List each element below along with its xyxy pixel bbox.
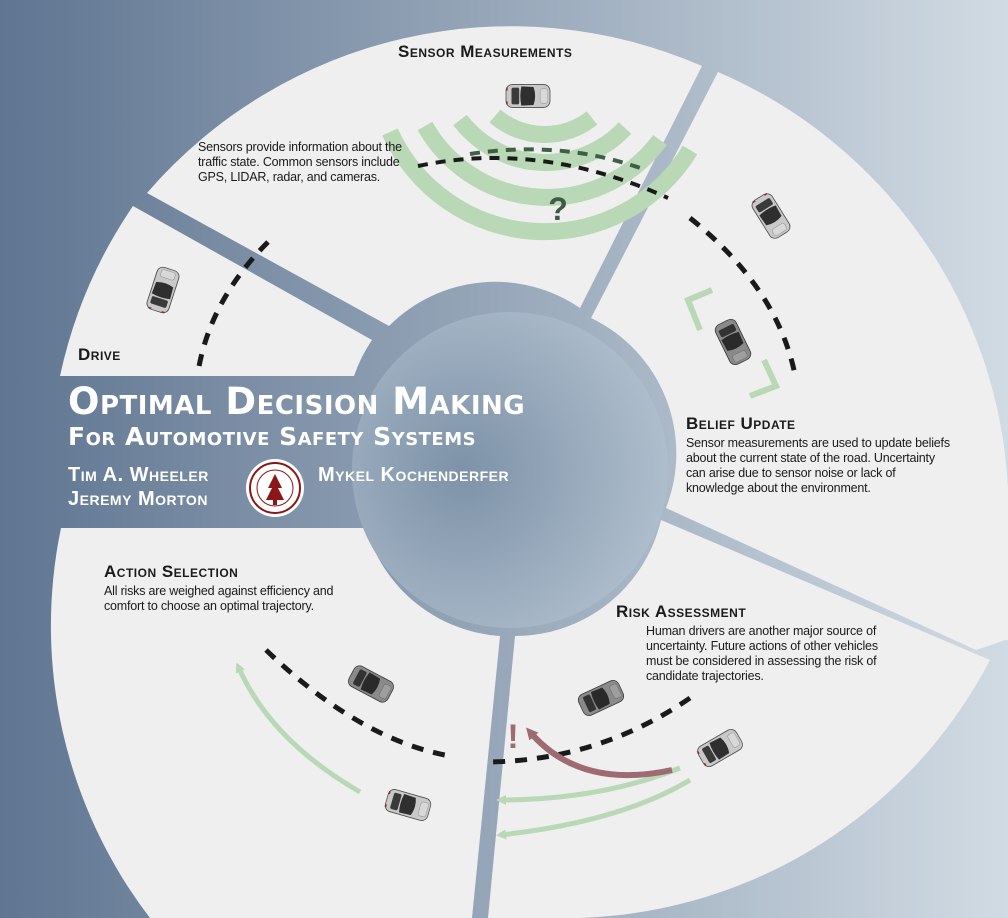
risk-heading: Risk Assessment <box>616 602 747 621</box>
belief-description: Sensor measurements are used to update b… <box>686 436 950 495</box>
title-line-1: Optimal Decision Making <box>68 380 526 423</box>
belief-heading: Belief Update <box>686 414 796 433</box>
sensor-car-icon <box>505 84 551 108</box>
segment-drive <box>60 206 372 376</box>
segment-risk <box>488 520 990 918</box>
title-line-2: For Automotive Safety Systems <box>68 422 477 451</box>
university-seal-icon <box>246 459 304 517</box>
sensor-description: Sensors provide information about the tr… <box>198 140 402 184</box>
segment-belief <box>591 72 1008 650</box>
belief-uncertainty-brackets <box>684 287 781 399</box>
central-hub <box>352 312 668 628</box>
risk-trajectory-unsafe <box>526 727 673 779</box>
risk-trajectory-safe-2 <box>496 777 692 840</box>
author-right-1: Mykel Kochenderfer <box>318 464 510 486</box>
author-left-1: Tim A. Wheeler <box>68 464 209 486</box>
belief-road <box>688 216 799 381</box>
question-mark-icon: ? <box>548 191 568 227</box>
warning-icon: ! <box>507 718 518 756</box>
action-optimal-trajectory <box>235 662 362 795</box>
action-road <box>264 648 451 759</box>
sensor-road-black <box>417 155 669 200</box>
risk-description: Human drivers are another major source o… <box>646 624 878 683</box>
drive-heading: Drive <box>78 345 121 364</box>
risk-road <box>489 695 692 765</box>
author-left-2: Jeremy Morton <box>68 488 208 510</box>
drive-road <box>195 240 270 373</box>
action-description: All risks are weighed against efficiency… <box>104 584 334 613</box>
sensor-road-estimate <box>469 147 641 170</box>
sensor-heading: Sensor Measurements <box>398 42 573 61</box>
action-heading: Action Selection <box>104 562 239 581</box>
